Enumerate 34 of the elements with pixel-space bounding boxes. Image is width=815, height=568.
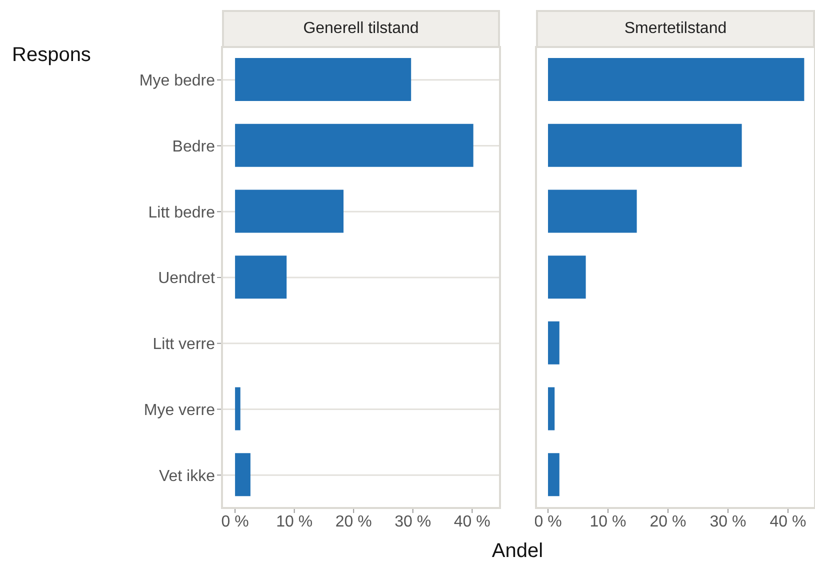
bar [235, 58, 412, 101]
x-tick-label: 20 % [335, 513, 372, 530]
bar [548, 453, 560, 496]
x-tick-label: 10 % [590, 513, 626, 530]
bar [235, 453, 250, 496]
x-tick-label: 0 % [534, 513, 562, 530]
bar [548, 256, 586, 299]
x-tick-label: 30 % [394, 513, 432, 530]
y-tick-label: Uendret [158, 270, 216, 288]
bar [548, 124, 742, 167]
chart-title: Smertetilstand [624, 20, 727, 38]
y-tick-label: Mye bedre [139, 72, 216, 90]
x-tick-label: 30 % [710, 513, 746, 530]
bar [235, 387, 240, 430]
y-tick-label: Vet ikke [158, 468, 216, 485]
x-axis-title: Andel [490, 540, 544, 563]
x-tick-label: 20 % [650, 513, 686, 530]
chart-title: Generell tilstand [303, 20, 419, 38]
bar [548, 58, 804, 101]
bar [548, 321, 560, 364]
bar [235, 190, 344, 233]
y-tick-label: Mye verre [144, 402, 216, 419]
y-tick-label: Bedre [172, 138, 216, 156]
bar [235, 256, 287, 299]
bar [548, 387, 555, 430]
x-tick-label: 40 % [454, 513, 490, 530]
x-tick-label: 10 % [276, 513, 313, 530]
y-tick-label: Litt bedre [148, 204, 216, 222]
x-tick-label: 0 % [221, 513, 249, 530]
y-tick-label: Litt verre [152, 336, 216, 354]
bar [548, 190, 637, 233]
x-tick-label: 40 % [770, 513, 806, 530]
bar [235, 124, 474, 167]
y-axis-title: Respons [12, 44, 91, 67]
